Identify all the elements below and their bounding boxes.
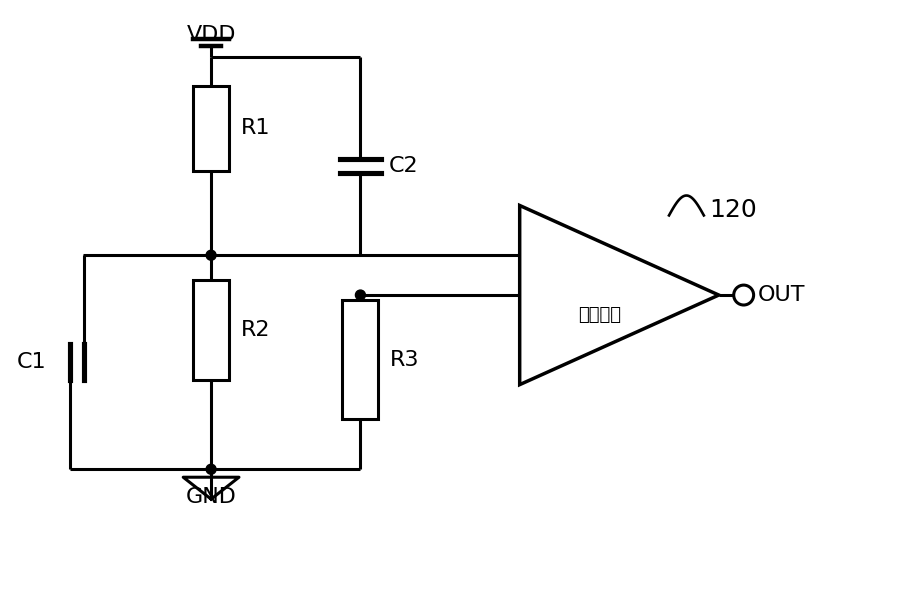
- Text: R2: R2: [241, 320, 271, 340]
- Circle shape: [355, 290, 365, 300]
- Text: 120: 120: [709, 199, 757, 223]
- Circle shape: [207, 464, 216, 474]
- Text: 比较电路: 比较电路: [578, 306, 621, 324]
- Bar: [193, 280, 229, 379]
- Text: OUT: OUT: [758, 285, 805, 305]
- Text: C2: C2: [388, 156, 418, 176]
- Bar: [343, 300, 378, 419]
- Bar: [193, 86, 229, 170]
- Text: GND: GND: [186, 487, 236, 507]
- Text: VDD: VDD: [187, 25, 235, 45]
- Text: R1: R1: [241, 118, 271, 139]
- Text: R3: R3: [391, 350, 419, 370]
- Circle shape: [207, 250, 216, 260]
- Text: C1: C1: [17, 352, 47, 372]
